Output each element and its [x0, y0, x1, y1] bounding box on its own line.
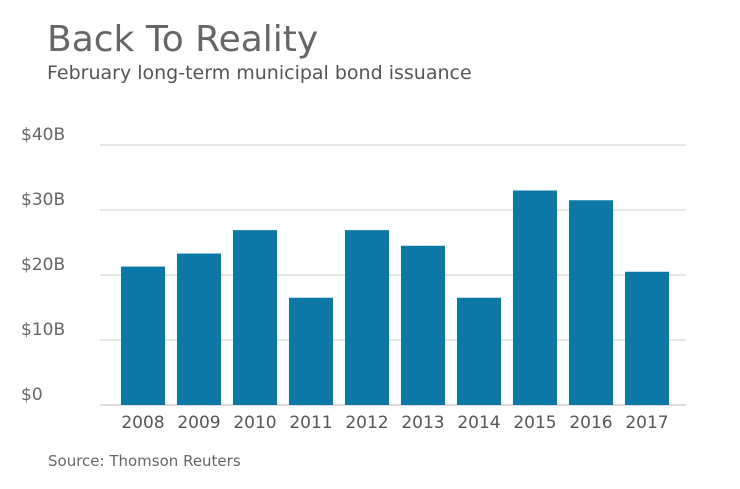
source-note: Source: Thomson Reuters	[48, 452, 241, 470]
bar-2008	[121, 266, 165, 405]
y-tick-label: $10B	[21, 320, 65, 340]
y-tick-label: $40B	[21, 125, 65, 145]
bars	[121, 190, 669, 405]
bar-2013	[401, 245, 445, 405]
y-axis-ticks: $0 $10B $20B $30B $40B	[21, 125, 65, 405]
chart-subtitle: February long-term municipal bond issuan…	[47, 62, 472, 84]
bar-2017	[625, 271, 669, 405]
x-tick-label: 2014	[457, 413, 500, 433]
chart-title: Back To Reality	[47, 19, 319, 60]
bar-2014	[457, 297, 501, 405]
x-tick-label: 2010	[233, 413, 276, 433]
y-tick-label: $20B	[21, 255, 65, 275]
bar-2015	[513, 190, 557, 405]
bar-2011	[289, 297, 333, 405]
x-tick-label: 2008	[121, 413, 164, 433]
y-tick-label: $30B	[21, 190, 65, 210]
x-tick-label: 2013	[401, 413, 444, 433]
x-tick-label: 2015	[513, 413, 556, 433]
x-tick-label: 2017	[625, 413, 668, 433]
x-axis-ticks: 2008 2009 2010 2011 2012 2013 2014 2015 2016 2017	[121, 413, 668, 433]
x-tick-label: 2011	[289, 413, 332, 433]
x-tick-label: 2016	[569, 413, 612, 433]
bar-2012	[345, 230, 389, 405]
x-tick-label: 2009	[177, 413, 220, 433]
bar-2016	[569, 200, 613, 405]
bar-2009	[177, 253, 221, 405]
y-tick-label: $0	[21, 385, 43, 405]
x-tick-label: 2012	[345, 413, 388, 433]
bar-2010	[233, 230, 277, 405]
